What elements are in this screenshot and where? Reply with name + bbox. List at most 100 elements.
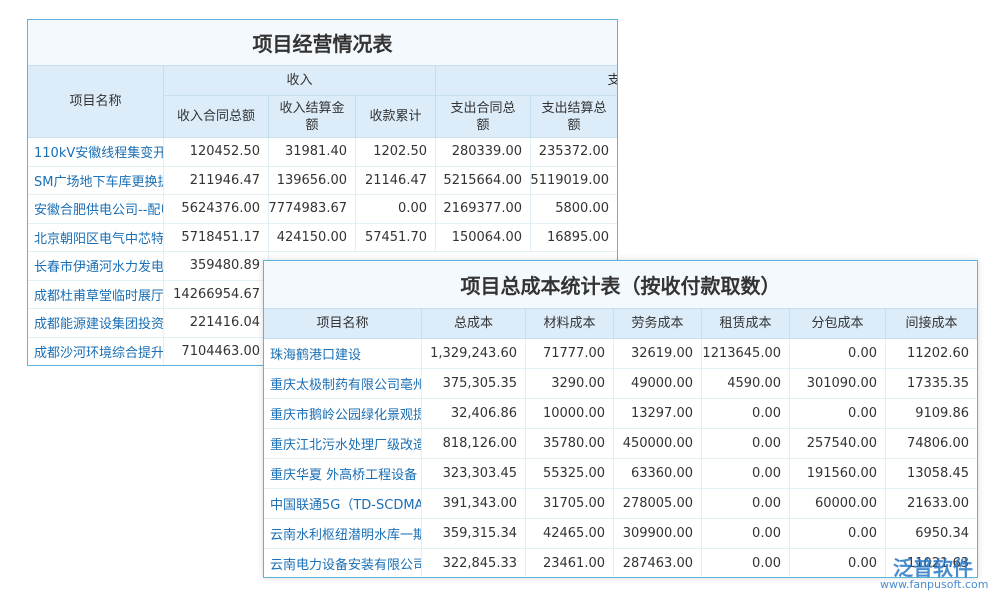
amount: 280339.00 <box>436 138 531 167</box>
amount: 221416.04 <box>164 309 269 338</box>
amount: 21633.00 <box>886 489 977 519</box>
amount: 14266954.67 <box>164 280 269 309</box>
project-name: 云南水利枢纽潜明水库一期 <box>264 519 422 549</box>
project-name: 重庆太极制药有限公司亳州 <box>264 369 422 399</box>
amount: 424150.00 <box>269 223 356 252</box>
amount: 375,305.35 <box>422 369 526 399</box>
amount: 55325.00 <box>526 459 614 489</box>
column-header: 收入合同总额 <box>164 96 269 138</box>
amount: 211946.47 <box>164 166 269 195</box>
project-name: SM广场地下车库更换提 <box>28 166 164 195</box>
amount: 10000.00 <box>526 399 614 429</box>
amount: 31981.40 <box>269 138 356 167</box>
amount: 0.00 <box>702 429 790 459</box>
amount: 359,315.34 <box>422 519 526 549</box>
amount: 11202.60 <box>886 339 977 369</box>
amount: 301090.00 <box>790 369 886 399</box>
amount: 2169377.00 <box>436 195 531 224</box>
amount: 21146.47 <box>356 166 436 195</box>
column-header: 项目名称 <box>264 309 422 339</box>
amount: 150064.00 <box>436 223 531 252</box>
column-header: 项目名称 <box>28 66 164 138</box>
amount: 191560.00 <box>790 459 886 489</box>
column-header: 分包成本 <box>790 309 886 339</box>
amount: 16895.00 <box>531 224 617 252</box>
column-header: 收入结算金额 <box>269 96 356 138</box>
amount: 9109.86 <box>886 399 977 429</box>
amount: 235372.00 <box>531 138 617 167</box>
amount: 818,126.00 <box>422 429 526 459</box>
amount: 13058.45 <box>886 459 977 489</box>
group-header: 收入 <box>164 66 436 96</box>
amount: 278005.00 <box>614 489 702 519</box>
project-name: 成都沙河环境综合提升 <box>28 337 164 365</box>
amount: 322,845.33 <box>422 549 526 577</box>
amount: 359480.89 <box>164 252 269 281</box>
amount: 120452.50 <box>164 138 269 167</box>
amount: 287463.00 <box>614 549 702 577</box>
amount: 57451.70 <box>356 223 436 252</box>
amount: 35780.00 <box>526 429 614 459</box>
amount: 31705.00 <box>526 489 614 519</box>
amount: 0.00 <box>356 195 436 224</box>
amount: 0.00 <box>702 519 790 549</box>
amount: 6950.34 <box>886 519 977 549</box>
amount: 42465.00 <box>526 519 614 549</box>
amount: 49000.00 <box>614 369 702 399</box>
project-name: 110kV安徽线程集变开E <box>28 138 164 167</box>
amount: 257540.00 <box>790 429 886 459</box>
amount: 7104463.00 <box>164 337 269 365</box>
table-title: 项目经营情况表 <box>28 20 617 66</box>
project-name: 成都杜甫草堂临时展厅 <box>28 280 164 309</box>
column-header: 收款累计 <box>356 96 436 138</box>
amount: 1202.50 <box>356 138 436 167</box>
project-name: 中国联通5G（TD-SCDMA <box>264 489 422 519</box>
amount: 0.00 <box>702 549 790 577</box>
amount: 0.00 <box>790 519 886 549</box>
column-header: 总成本 <box>422 309 526 339</box>
project-name: 安徽合肥供电公司--配电 <box>28 195 164 224</box>
amount: 32,406.86 <box>422 399 526 429</box>
column-header: 间接成本 <box>886 309 977 339</box>
amount: 0.00 <box>790 339 886 369</box>
amount: 3290.00 <box>526 369 614 399</box>
watermark-url: www.fanpusoft.com <box>880 578 989 591</box>
amount: 63360.00 <box>614 459 702 489</box>
amount: 4590.00 <box>702 369 790 399</box>
amount: 139656.00 <box>269 166 356 195</box>
project-name: 成都能源建设集团投资 <box>28 309 164 338</box>
amount: 391,343.00 <box>422 489 526 519</box>
amount: 0.00 <box>702 489 790 519</box>
column-header: 租赁成本 <box>702 309 790 339</box>
amount: 5215664.00 <box>436 166 531 195</box>
amount: 23461.00 <box>526 549 614 577</box>
column-header: 支出合同总额 <box>436 96 531 138</box>
column-header: 支出结算总额 <box>531 96 617 138</box>
amount: 71777.00 <box>526 339 614 369</box>
amount: 323,303.45 <box>422 459 526 489</box>
amount: 32619.00 <box>614 339 702 369</box>
amount: 0.00 <box>702 459 790 489</box>
amount: 0.00 <box>790 549 886 577</box>
project-name: 重庆华夏 外高桥工程设备 <box>264 459 422 489</box>
amount: 450000.00 <box>614 429 702 459</box>
amount: 5800.00 <box>531 195 617 224</box>
column-header: 材料成本 <box>526 309 614 339</box>
project-name: 珠海鹤港口建设 <box>264 339 422 369</box>
group-header: 支出 <box>436 66 617 96</box>
project-name: 重庆市鹅岭公园绿化景观提 <box>264 399 422 429</box>
amount: 74806.00 <box>886 429 977 459</box>
amount: 5718451.17 <box>164 223 269 252</box>
amount: 309900.00 <box>614 519 702 549</box>
table-2: 项目总成本统计表（按收付款取数） 项目名称 总成本 材料成本 劳务成本 租赁成本 分包成本间… <box>263 260 978 578</box>
project-name: 重庆江北污水处理厂级改造 <box>264 429 422 459</box>
amount: 1213645.00 <box>702 339 790 369</box>
amount: 0.00 <box>702 399 790 429</box>
amount: 11021.63 <box>886 549 977 577</box>
amount: 1,329,243.60 <box>422 339 526 369</box>
amount: 5119019.00 <box>531 167 617 195</box>
project-name: 云南电力设备安装有限公司 <box>264 549 422 577</box>
project-name: 北京朝阳区电气中芯特 <box>28 223 164 252</box>
amount: 17335.35 <box>886 369 977 399</box>
